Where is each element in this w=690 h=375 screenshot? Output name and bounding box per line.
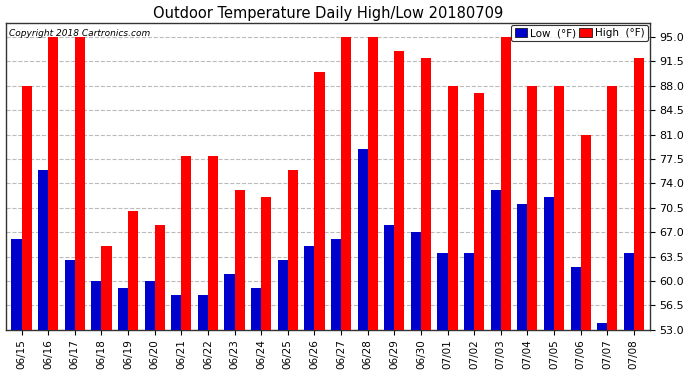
Bar [331,239,341,330]
Bar [527,86,538,330]
Bar [394,51,404,330]
Bar [357,148,368,330]
Bar [171,295,181,330]
Bar [48,37,58,330]
Bar [518,204,527,330]
Bar [251,288,261,330]
Title: Outdoor Temperature Daily High/Low 20180709: Outdoor Temperature Daily High/Low 20180… [152,6,503,21]
Bar [448,86,457,330]
Bar [101,246,112,330]
Bar [181,156,191,330]
Bar [341,37,351,330]
Bar [624,253,634,330]
Bar [224,274,235,330]
Bar [288,170,298,330]
Bar [571,267,580,330]
Bar [315,72,324,330]
Bar [198,295,208,330]
Bar [384,225,394,330]
Bar [437,253,448,330]
Bar [607,86,618,330]
Bar [544,197,554,330]
Bar [304,246,315,330]
Bar [464,253,474,330]
Bar [12,239,21,330]
Bar [21,86,32,330]
Bar [128,211,138,330]
Bar [144,281,155,330]
Bar [491,190,501,330]
Bar [474,93,484,330]
Bar [634,58,644,330]
Bar [75,37,85,330]
Bar [277,260,288,330]
Bar [155,225,165,330]
Legend: Low  (°F), High  (°F): Low (°F), High (°F) [511,25,648,42]
Bar [208,156,218,330]
Bar [261,197,271,330]
Bar [580,135,591,330]
Bar [554,86,564,330]
Text: Copyright 2018 Cartronics.com: Copyright 2018 Cartronics.com [9,29,150,38]
Bar [368,37,377,330]
Bar [501,37,511,330]
Bar [38,170,48,330]
Bar [235,190,245,330]
Bar [118,288,128,330]
Bar [597,323,607,330]
Bar [91,281,101,330]
Bar [421,58,431,330]
Bar [411,232,421,330]
Bar [65,260,75,330]
